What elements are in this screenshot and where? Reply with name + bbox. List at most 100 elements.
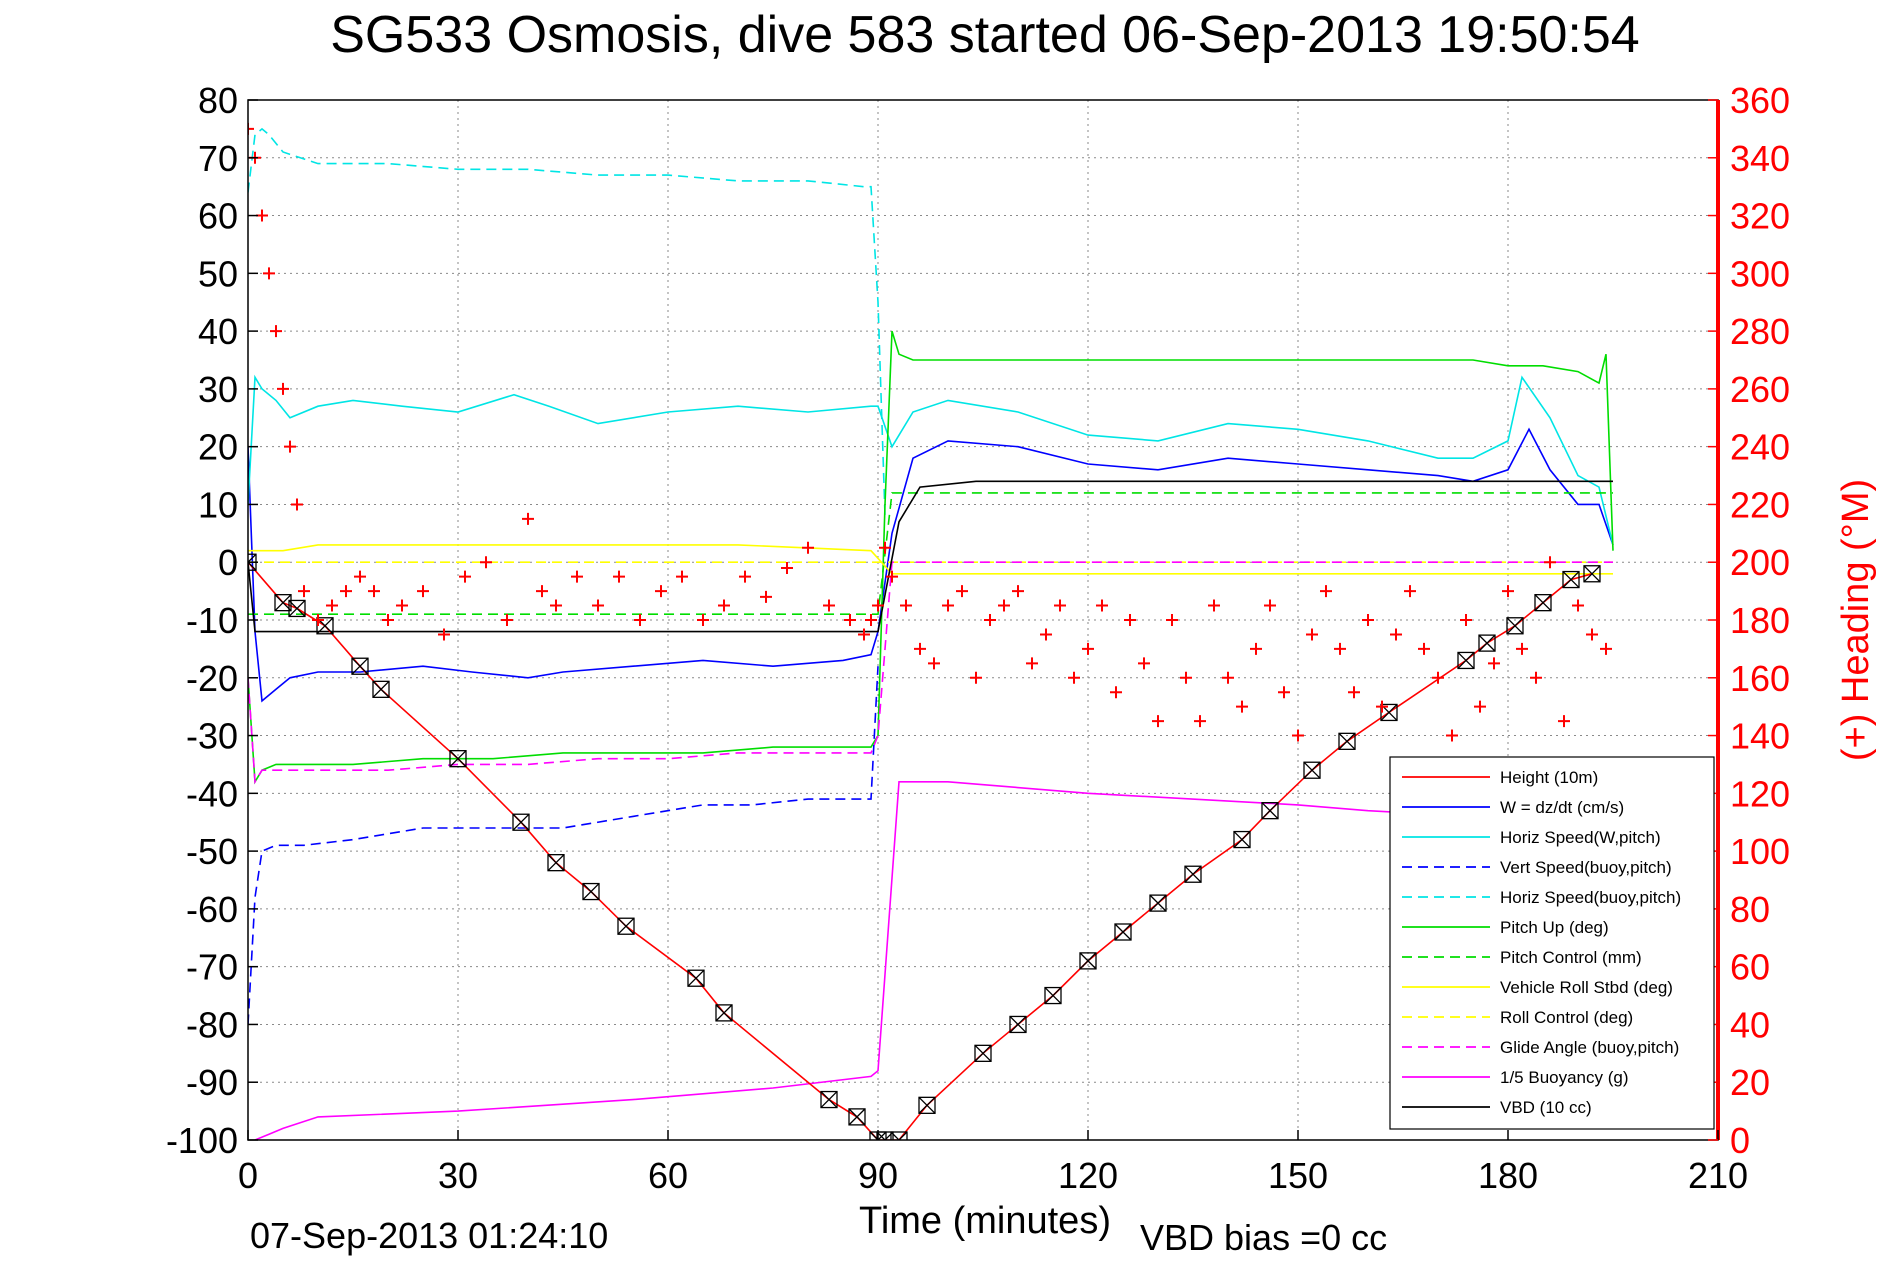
height-marker bbox=[1303, 761, 1321, 779]
heading-point bbox=[312, 614, 324, 626]
y-tick-label: 40 bbox=[198, 311, 238, 352]
x-tick-label: 210 bbox=[1688, 1155, 1748, 1196]
series-line-glide_angle bbox=[248, 561, 1613, 785]
y-right-tick-label: 100 bbox=[1730, 831, 1790, 872]
heading-point bbox=[536, 585, 548, 598]
data-layer bbox=[248, 122, 1614, 1140]
legend-label-roll_control: Roll Control (deg) bbox=[1500, 1008, 1633, 1027]
heading-point bbox=[1586, 628, 1598, 641]
height-marker bbox=[1233, 830, 1251, 849]
heading-point bbox=[1502, 585, 1514, 598]
height-marker bbox=[876, 1131, 894, 1140]
heading-point bbox=[956, 585, 968, 598]
heading-point bbox=[277, 382, 289, 395]
y-right-tick-label: 280 bbox=[1730, 311, 1790, 352]
heading-point bbox=[1068, 671, 1080, 684]
y-tick-label: 80 bbox=[198, 80, 238, 121]
y-tick-label: -100 bbox=[166, 1120, 238, 1161]
heading-point bbox=[858, 628, 870, 641]
heading-point bbox=[1404, 585, 1416, 598]
heading-point bbox=[1474, 700, 1486, 713]
height-marker bbox=[351, 657, 369, 675]
x-tick-label: 0 bbox=[238, 1155, 258, 1196]
height-marker bbox=[1478, 634, 1496, 652]
y-right-tick-label: 200 bbox=[1730, 542, 1790, 583]
y-right-tick-label: 20 bbox=[1730, 1062, 1770, 1103]
heading-point bbox=[459, 570, 471, 583]
heading-point bbox=[1026, 657, 1038, 670]
heading-point bbox=[1250, 642, 1262, 655]
height-marker bbox=[512, 813, 530, 831]
y-right-tick-label: 360 bbox=[1730, 80, 1790, 121]
heading-point bbox=[1600, 642, 1612, 655]
heading-point bbox=[248, 122, 254, 135]
heading-point bbox=[1264, 599, 1276, 612]
heading-point bbox=[634, 614, 646, 626]
heading-point bbox=[1418, 642, 1430, 655]
heading-point bbox=[613, 570, 625, 583]
series-line-w bbox=[248, 427, 1614, 703]
y-right-tick-label: 340 bbox=[1730, 138, 1790, 179]
x-tick-label: 150 bbox=[1268, 1155, 1328, 1196]
heading-point bbox=[844, 614, 856, 626]
heading-point bbox=[1460, 614, 1472, 626]
heading-point bbox=[1320, 585, 1332, 598]
y-right-tick-label: 260 bbox=[1730, 369, 1790, 410]
height-marker bbox=[1534, 594, 1552, 612]
height-marker bbox=[820, 1090, 838, 1109]
y-tick-label: -90 bbox=[186, 1062, 238, 1103]
legend-label-pitch_control: Pitch Control (mm) bbox=[1500, 948, 1642, 967]
height-marker bbox=[1583, 565, 1601, 583]
y-right-tick-label: 140 bbox=[1730, 716, 1790, 757]
heading-point bbox=[739, 570, 751, 583]
heading-point bbox=[1110, 686, 1122, 699]
height-marker bbox=[1079, 952, 1097, 970]
heading-point bbox=[1390, 628, 1402, 641]
y-tick-label: 60 bbox=[198, 196, 238, 237]
legend-label-buoyancy: 1/5 Buoyancy (g) bbox=[1500, 1068, 1629, 1087]
heading-point bbox=[291, 498, 303, 511]
y-tick-label: -50 bbox=[186, 831, 238, 872]
legend-label-w: W = dz/dt (cm/s) bbox=[1500, 798, 1624, 817]
heading-point bbox=[998, 599, 1010, 612]
heading-point bbox=[1236, 700, 1248, 713]
y-tick-label: 0 bbox=[218, 542, 238, 583]
heading-point bbox=[1306, 628, 1318, 641]
heading-point bbox=[368, 585, 380, 598]
height-marker bbox=[449, 750, 467, 768]
heading-point bbox=[1558, 715, 1570, 728]
x-tick-label: 180 bbox=[1478, 1155, 1538, 1196]
legend: Height (10m) W = dz/dt (cm/s) Horiz Speed(… bbox=[1389, 756, 1715, 1130]
height-marker bbox=[372, 680, 390, 698]
heading-point bbox=[781, 562, 793, 574]
x-tick-label: 30 bbox=[438, 1155, 478, 1196]
heading-point bbox=[984, 614, 996, 626]
legend-label-pitch_up: Pitch Up (deg) bbox=[1500, 918, 1609, 937]
y-tick-label: 30 bbox=[198, 369, 238, 410]
height-marker bbox=[890, 1131, 908, 1140]
x-axis-label: Time (minutes) bbox=[859, 1200, 1111, 1242]
heading-point bbox=[928, 657, 940, 670]
heading-point bbox=[823, 599, 835, 612]
heading-point bbox=[1488, 657, 1500, 670]
heading-point bbox=[1348, 686, 1360, 699]
y-tick-label: 10 bbox=[198, 484, 238, 525]
y-right-tick-label: 180 bbox=[1730, 600, 1790, 641]
y-right-tick-label: 220 bbox=[1730, 484, 1790, 525]
vbd-bias-label: VBD bias =0 cc bbox=[1140, 1217, 1387, 1258]
height-marker bbox=[918, 1096, 936, 1114]
heading-point bbox=[550, 599, 562, 612]
heading-point bbox=[1082, 642, 1094, 655]
legend-label-horiz_speed: Horiz Speed(W,pitch) bbox=[1500, 828, 1661, 847]
legend-label-vert_speed_buoy: Vert Speed(buoy,pitch) bbox=[1500, 858, 1672, 877]
heading-point bbox=[1180, 671, 1192, 684]
legend-label-glide_angle: Glide Angle (buoy,pitch) bbox=[1500, 1038, 1679, 1057]
heading-point bbox=[571, 570, 583, 583]
heading-point bbox=[340, 585, 352, 598]
y-tick-label: -20 bbox=[186, 658, 238, 699]
x-tick-label: 60 bbox=[648, 1155, 688, 1196]
heading-point bbox=[676, 570, 688, 583]
y-tick-label: 50 bbox=[198, 253, 238, 294]
heading-point bbox=[1040, 628, 1052, 641]
